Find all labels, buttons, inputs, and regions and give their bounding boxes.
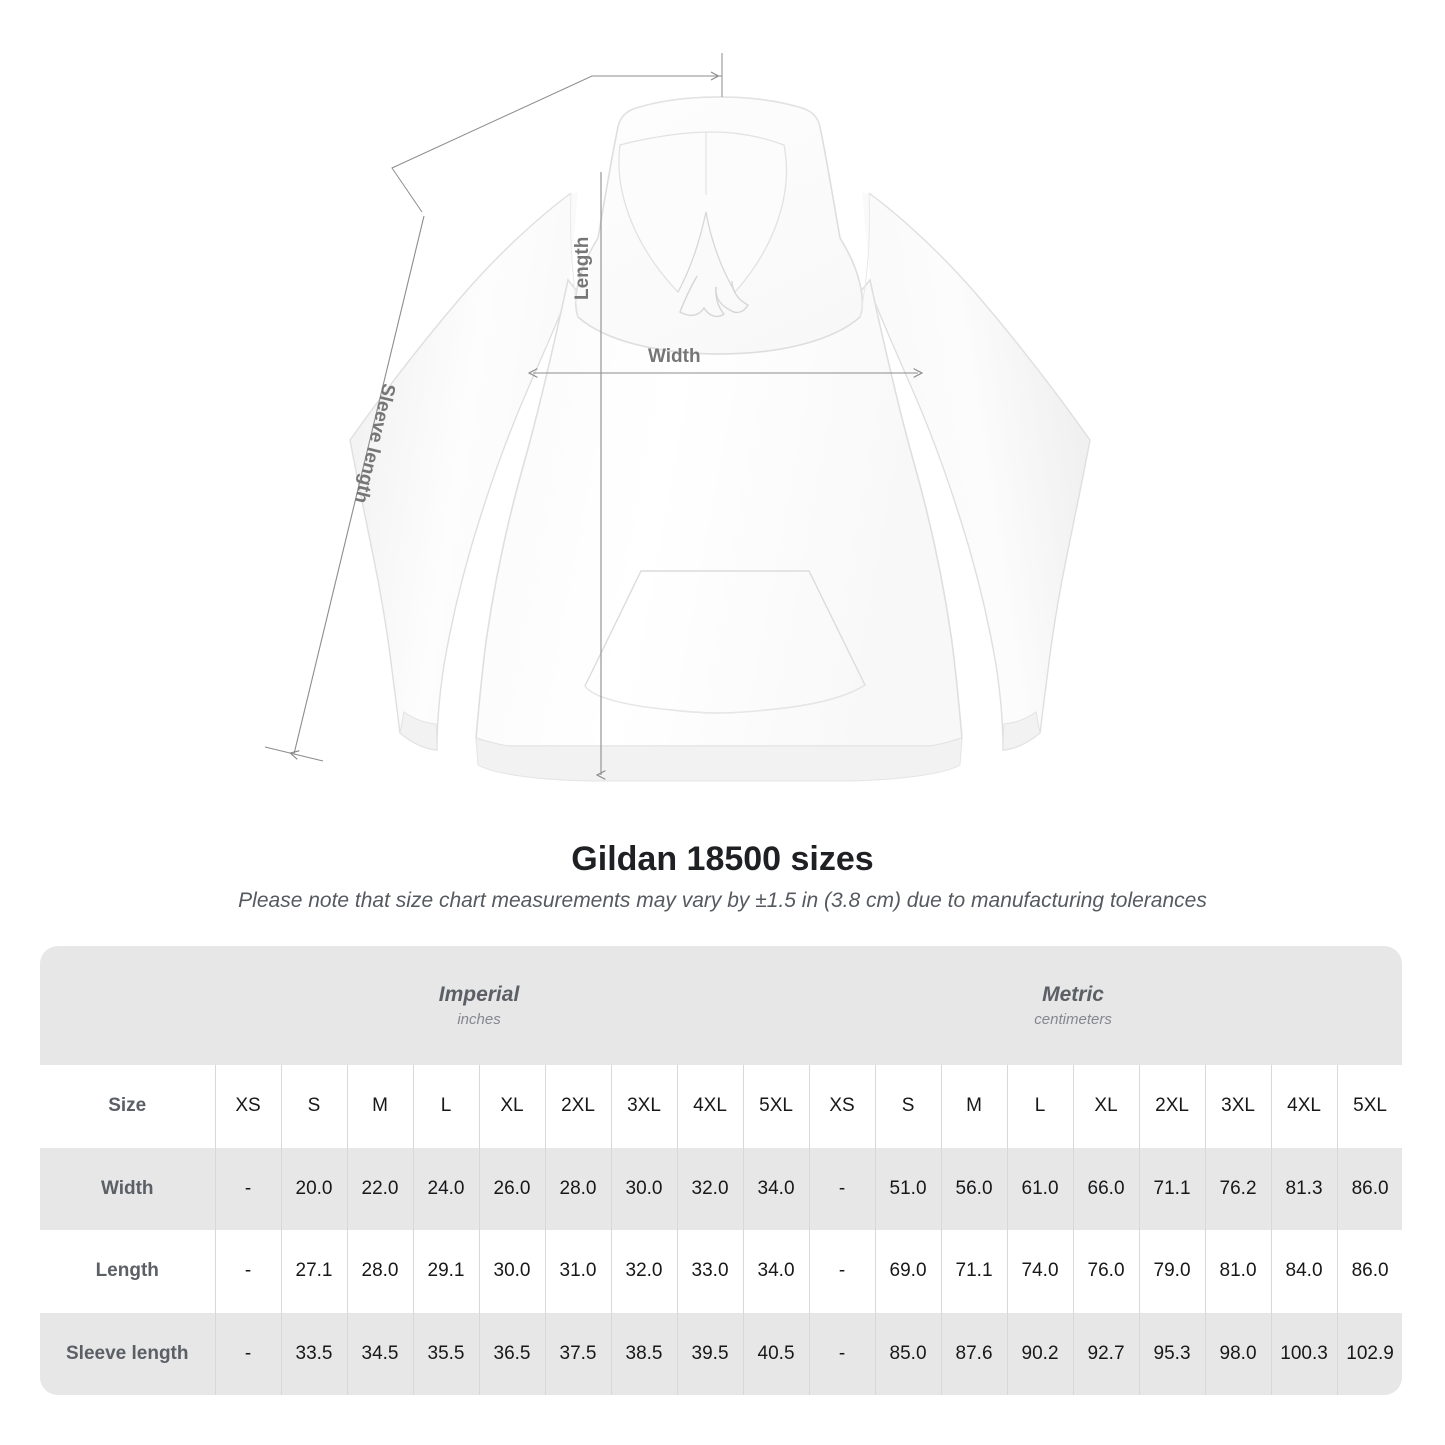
svg-text:Width: Width [648, 346, 701, 367]
svg-text:Length: Length [572, 237, 593, 300]
svg-text:Sleeve length: Sleeve length [350, 381, 399, 505]
